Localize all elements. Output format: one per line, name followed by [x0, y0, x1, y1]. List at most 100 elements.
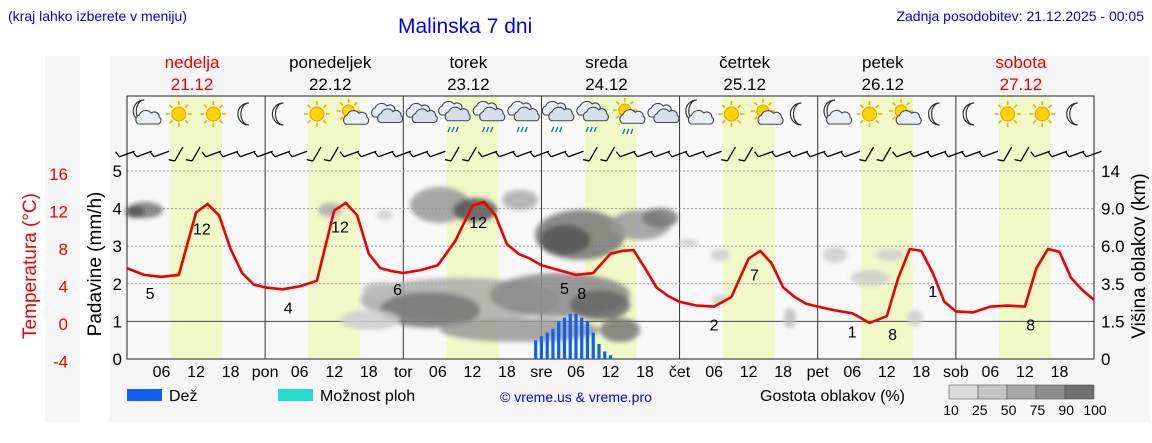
wind-barb [462, 146, 477, 162]
sun-icon [1029, 101, 1056, 127]
cloud-blob [642, 208, 678, 228]
x-tick-label: 18 [636, 364, 654, 381]
wind-barb [771, 150, 791, 158]
wind-barb [529, 150, 550, 158]
day-name: petek [862, 53, 904, 72]
wind-barb [546, 150, 567, 158]
rain-tick-label: 5 [113, 162, 122, 181]
rain-bar [534, 340, 538, 359]
rain-bar [562, 317, 567, 359]
x-tick-label: 12 [878, 364, 896, 381]
x-tick-label: 06 [843, 364, 861, 381]
wind-barb [1064, 150, 1085, 158]
day-name: sreda [585, 53, 628, 72]
wind-barb [132, 150, 153, 158]
x-tick-label: 12 [187, 364, 205, 381]
cloud-rain-icon [576, 100, 609, 133]
page-title: Malinska 7 dni [398, 15, 533, 38]
wind-barb [805, 150, 826, 158]
temperature-label: 7 [750, 268, 759, 285]
wind-barb [494, 150, 515, 158]
wind-barb [115, 150, 135, 158]
x-tick-label: 06 [291, 364, 309, 381]
wind-barb [684, 150, 705, 158]
cloud-height-tick-label: 6.0 [1101, 237, 1125, 256]
day-date: 24.12 [585, 75, 628, 94]
x-tick-label: 06 [429, 364, 447, 381]
cloud-icon [405, 102, 438, 124]
wind-barb [477, 150, 498, 158]
wind-barb [909, 150, 930, 158]
wind-barb [564, 150, 584, 158]
moon-icon [237, 102, 249, 126]
wind-barb [1047, 150, 1068, 158]
cloud-blob [540, 225, 590, 255]
showers-legend-label: Možnost ploh [320, 388, 415, 405]
wind-barb [408, 150, 429, 158]
day-date: 21.12 [171, 75, 214, 94]
cloud-blob [678, 239, 698, 247]
wind-barb [961, 150, 981, 158]
rain-bar [580, 317, 584, 359]
wind-barb [1082, 150, 1102, 158]
rain-bar [591, 332, 595, 359]
density-value-label: 25 [972, 402, 988, 418]
cloud-density-legend-label: Gostota oblakov (%) [760, 388, 905, 405]
cloud-blob [125, 206, 145, 218]
last-update: Zadnja posodobitev: 21.12.2025 - 00:05 [896, 8, 1144, 24]
temp-tick-label: 16 [49, 165, 68, 184]
wind-barb [738, 146, 754, 162]
temp-tick-label: 8 [59, 240, 68, 259]
sun-cloud-icon [889, 99, 922, 125]
moon-cloud-icon [685, 99, 714, 125]
wind-barb [1030, 150, 1050, 158]
wind-barbs [115, 146, 1102, 162]
sun-rain-icon [612, 98, 646, 135]
rain-bar [574, 313, 578, 359]
temp-tick-label: 0 [59, 315, 68, 334]
cloud-blob [876, 249, 904, 261]
cloud-height-tick-label: 0 [1101, 350, 1110, 369]
location-hint[interactable]: (kraj lahko izberete v meniju) [8, 8, 187, 24]
cloud-blob [377, 210, 393, 220]
cloud-blob [850, 270, 890, 286]
density-swatch [977, 384, 1008, 400]
x-tick-label: 12 [740, 364, 758, 381]
temperature-label: 1 [848, 324, 857, 341]
wind-barb [753, 150, 774, 158]
wind-barb [339, 150, 360, 158]
wind-barb [1014, 146, 1030, 162]
rain-legend-swatch [127, 389, 162, 401]
density-value-label: 100 [1083, 402, 1107, 418]
cloud-blob [600, 318, 640, 342]
day-name: četrtek [719, 53, 771, 72]
rain-bar [539, 336, 544, 359]
x-tick-label: 06 [981, 364, 999, 381]
wind-barb [391, 150, 412, 158]
density-swatch [1035, 384, 1066, 400]
rain-bar [551, 328, 555, 359]
day-date: 26.12 [862, 75, 905, 94]
rain-bar [608, 355, 613, 359]
cloud-height-tick-label: 1.5 [1101, 312, 1125, 331]
wind-barb [270, 150, 291, 158]
day-date: 22.12 [309, 75, 352, 94]
cloud-blob [570, 290, 630, 320]
cloud-icon [371, 102, 404, 124]
wind-barb [425, 150, 446, 158]
cloud-height-tick-label: 14 [1101, 162, 1120, 181]
wind-barb [444, 146, 460, 162]
wind-barb [840, 150, 860, 158]
day-name: torek [449, 53, 487, 72]
x-tick-label: 12 [325, 364, 343, 381]
day-date: 27.12 [1000, 75, 1043, 94]
rain-tick-label: 0 [113, 350, 122, 369]
x-tick-label: 18 [774, 364, 792, 381]
rain-tick-label: 1 [113, 312, 122, 331]
temperature-label: 5 [146, 286, 155, 303]
cloud-blob [318, 203, 342, 217]
wind-barb [149, 150, 170, 158]
copyright-link: © vreme.us & vreme.pro [500, 389, 652, 405]
left-axis-panel [45, 56, 80, 422]
cloud-blob [823, 247, 847, 263]
